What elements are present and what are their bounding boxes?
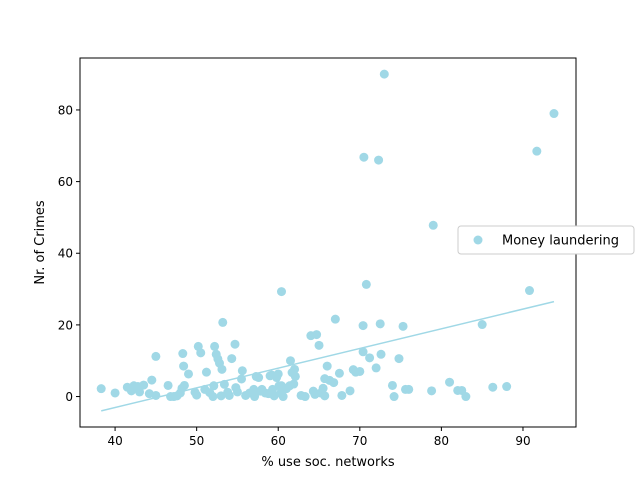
data-point (237, 366, 247, 376)
data-point (179, 380, 189, 390)
data-point (201, 367, 211, 377)
legend-marker (473, 235, 483, 245)
data-point (237, 374, 247, 384)
data-point (525, 286, 534, 296)
data-point (273, 369, 283, 379)
data-point (389, 392, 399, 402)
data-point (230, 339, 240, 349)
data-point (549, 109, 559, 119)
data-point (361, 279, 371, 289)
data-point (345, 386, 355, 396)
data-point (151, 351, 161, 361)
x-axis-label: % use soc. networks (261, 455, 395, 470)
x-tick-label: 90 (515, 434, 530, 448)
data-point (404, 384, 414, 394)
data-point (285, 356, 295, 366)
data-point (224, 390, 234, 400)
data-point (329, 378, 339, 388)
data-point (96, 384, 106, 394)
data-point (330, 314, 340, 324)
data-point (532, 146, 542, 156)
data-point (322, 361, 332, 371)
data-point (379, 69, 389, 79)
legend-label: Money laundering (502, 234, 619, 249)
data-point (218, 317, 228, 327)
data-point (394, 354, 404, 364)
data-point (178, 349, 188, 359)
data-point (290, 371, 300, 381)
y-tick-label: 80 (58, 103, 73, 117)
data-point (184, 369, 193, 379)
data-point (219, 379, 229, 389)
y-tick-label: 0 (65, 390, 73, 404)
data-point (488, 382, 498, 392)
x-tick-label: 50 (189, 434, 204, 448)
data-point (300, 392, 310, 402)
data-point (365, 353, 375, 363)
data-point (477, 320, 487, 330)
y-ticks: 0 20 40 60 80 (58, 103, 80, 404)
data-point (358, 347, 368, 357)
data-point (376, 349, 386, 359)
data-point (163, 380, 173, 390)
data-point (110, 388, 120, 398)
data-point (135, 387, 145, 397)
data-point (192, 390, 202, 400)
data-point (147, 375, 157, 385)
data-point (461, 392, 471, 402)
x-tick-label: 40 (107, 434, 122, 448)
data-point (209, 381, 219, 391)
data-point (428, 220, 438, 230)
x-ticks: 40 50 60 70 80 90 (107, 427, 531, 448)
data-point (217, 364, 227, 374)
data-point (250, 392, 260, 402)
data-point (398, 321, 408, 331)
data-point (312, 330, 322, 340)
legend-box (457, 225, 635, 255)
data-point (151, 390, 161, 400)
data-point (289, 379, 299, 389)
data-point (232, 387, 242, 397)
x-tick-label: 60 (271, 434, 286, 448)
data-point (427, 386, 437, 396)
data-point (355, 366, 365, 376)
x-tick-label: 70 (352, 434, 367, 448)
data-point (359, 152, 369, 162)
data-point (371, 363, 381, 373)
data-point (179, 361, 189, 371)
data-point (318, 383, 328, 393)
y-tick-label: 40 (58, 247, 73, 261)
data-point (387, 380, 397, 390)
data-point (374, 155, 384, 165)
data-point (375, 319, 385, 329)
data-point (334, 368, 344, 378)
y-tick-label: 60 (58, 175, 73, 189)
data-point (208, 392, 218, 402)
data-point (139, 380, 149, 390)
data-point (227, 354, 237, 364)
data-point (278, 392, 288, 402)
x-tick-label: 80 (434, 434, 449, 448)
data-point (358, 321, 368, 331)
y-tick-label: 20 (58, 318, 73, 332)
legend: Money laundering (457, 225, 635, 255)
data-point (210, 341, 220, 351)
data-point (502, 382, 512, 392)
data-point (196, 348, 206, 358)
data-point (290, 364, 300, 374)
data-point (445, 377, 455, 387)
data-point (277, 287, 286, 297)
points-layer (96, 69, 559, 402)
data-point (254, 373, 264, 383)
y-axis-label: Nr. of Crimes (33, 200, 48, 284)
data-point (320, 391, 330, 401)
data-point (314, 340, 324, 350)
data-point (337, 390, 347, 400)
